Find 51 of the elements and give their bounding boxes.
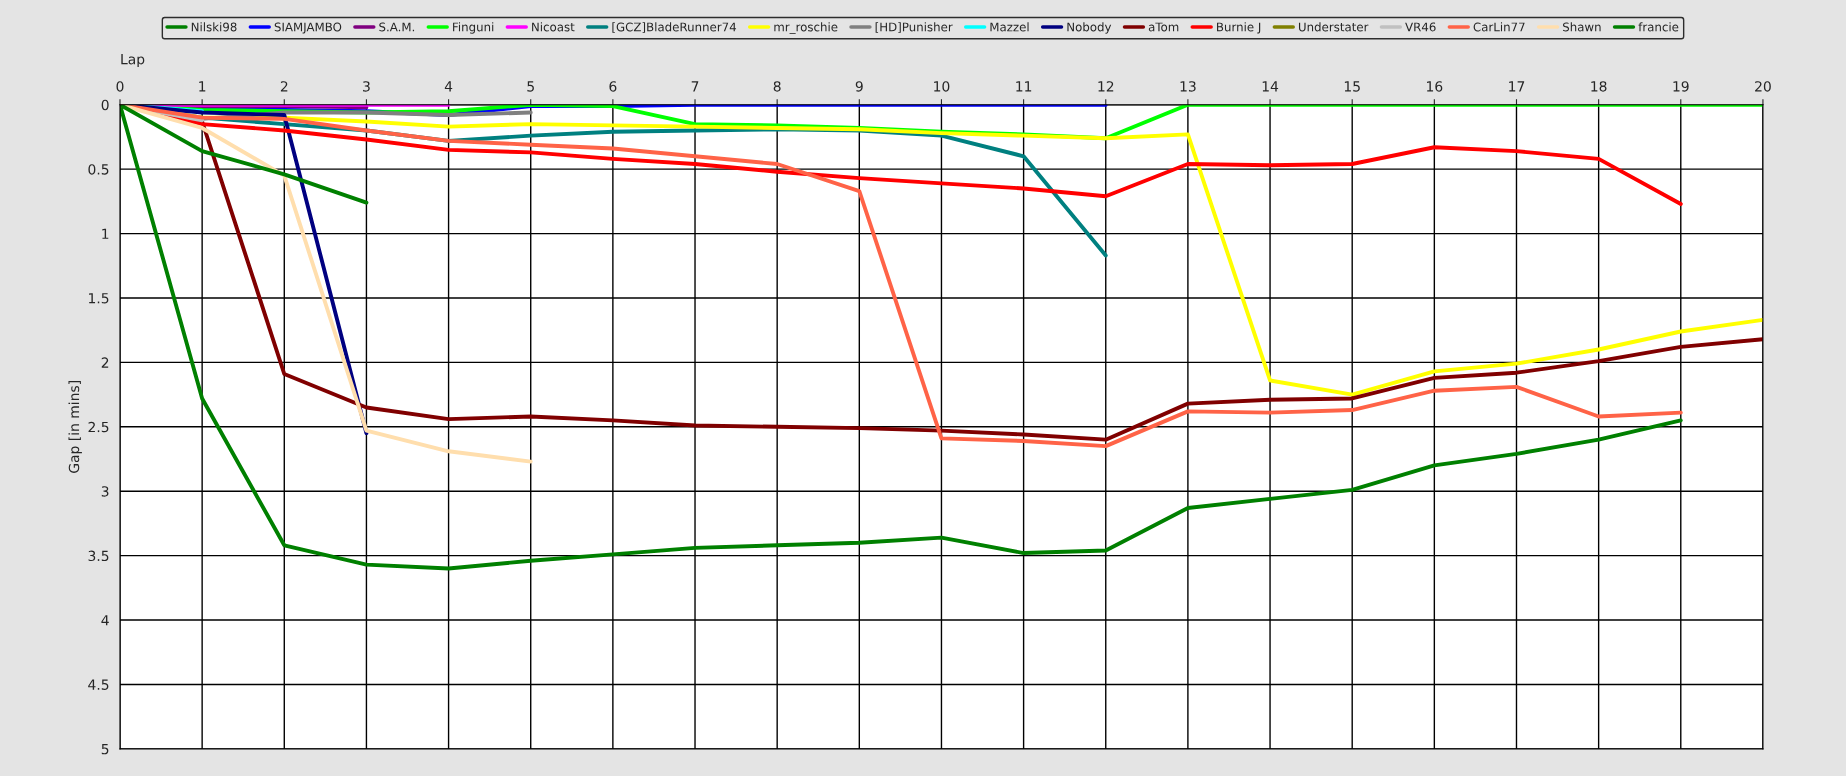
- y-tick-label: 1: [102, 228, 109, 239]
- x-tick-label: 13: [1180, 81, 1196, 92]
- legend-label: CarLin77: [1473, 22, 1525, 32]
- y-tick-label: 2.5: [88, 421, 109, 433]
- x-tick-label: 11: [1016, 81, 1032, 92]
- y-tick-label: 5: [101, 743, 109, 755]
- x-tick-label: 18: [1591, 81, 1607, 92]
- x-tick-label: 0: [116, 81, 124, 92]
- y-axis-title: Gap [in mins]: [68, 381, 82, 473]
- legend-label: SIAMJAMBO: [274, 22, 342, 34]
- x-tick-label: 3: [363, 81, 370, 92]
- y-tick-label: 2: [101, 357, 109, 368]
- x-tick-label: 20: [1755, 81, 1771, 92]
- legend-label: [HD]Punisher: [875, 22, 953, 33]
- y-tick-label: 0.5: [88, 164, 109, 175]
- legend-label: francie: [1638, 22, 1679, 32]
- x-tick-label: 12: [1098, 81, 1114, 92]
- x-tick-label: 10: [934, 81, 950, 92]
- x-tick-label: 1: [199, 81, 206, 92]
- x-tick-label: 5: [527, 81, 534, 92]
- y-tick-label: 0: [101, 99, 109, 111]
- x-tick-label: 7: [691, 81, 699, 92]
- legend-label: mr_roschie: [774, 22, 838, 35]
- y-tick-label: 4.5: [88, 679, 109, 690]
- x-tick-label: 14: [1262, 81, 1279, 92]
- y-tick-label: 3.5: [88, 550, 109, 562]
- legend-label: Understater: [1298, 22, 1369, 32]
- legend-label: Mazzel: [990, 22, 1029, 32]
- legend-label: Burnie J: [1217, 22, 1261, 34]
- y-tick-label: 3: [101, 486, 109, 497]
- y-tick-label: 4: [101, 615, 109, 626]
- x-axis-title: Lap: [121, 54, 145, 68]
- legend-label: Finguni: [453, 22, 494, 34]
- legend-label: Shawn: [1563, 22, 1601, 32]
- legend-label: Nobody: [1067, 22, 1112, 34]
- x-tick-label: 4: [444, 81, 453, 92]
- x-tick-label: 8: [773, 81, 781, 92]
- x-tick-label: 16: [1427, 81, 1443, 92]
- x-tick-label: 15: [1344, 81, 1360, 92]
- legend-label: S.A.M.: [379, 22, 415, 32]
- x-tick-label: 17: [1509, 81, 1525, 92]
- legend-label: VR46: [1405, 22, 1436, 32]
- legend-label: [GCZ]BladeRunner74: [612, 22, 737, 33]
- x-tick-label: 2: [280, 81, 288, 92]
- x-tick-label: 6: [609, 81, 617, 92]
- y-tick-label: 1.5: [89, 293, 109, 304]
- legend-label: Nicoast: [532, 22, 575, 32]
- legend-label: Nilski98: [191, 22, 237, 32]
- x-tick-label: 19: [1673, 81, 1689, 92]
- x-tick-label: 9: [855, 81, 863, 92]
- legend-label: aTom: [1148, 22, 1179, 32]
